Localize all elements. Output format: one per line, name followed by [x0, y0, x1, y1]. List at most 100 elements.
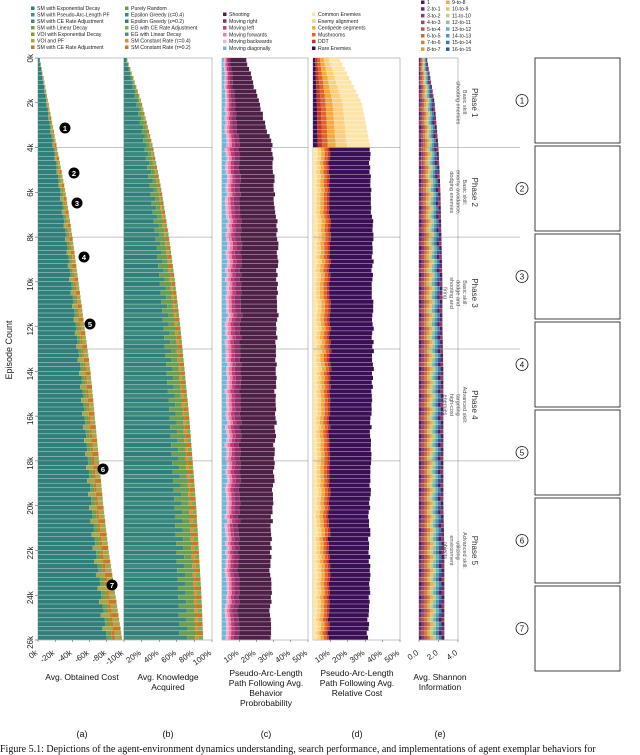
bar-segment-e [435, 537, 439, 542]
bar-segment-d [313, 237, 318, 242]
bar-segment-c [239, 577, 272, 582]
bar-segment-e [432, 313, 435, 318]
legend-d-swatch [312, 39, 316, 44]
bar-segment-a [44, 89, 46, 94]
bar-segment-e [429, 487, 433, 492]
bar-segment-e [432, 156, 435, 161]
bar-segment-e [419, 635, 422, 640]
bar-segment-e [424, 268, 427, 273]
bar-segment-e [435, 474, 438, 479]
bar-segment-c [222, 317, 227, 322]
bar-segment-d [327, 174, 330, 179]
bar-segment-e [438, 595, 442, 600]
bar-segment-d [328, 340, 331, 345]
bar-segment-d [322, 143, 328, 148]
bar-segment-c [234, 250, 241, 255]
bar-segment-c [234, 581, 240, 586]
bar-segment-a [97, 505, 104, 510]
bar-segment-c [222, 514, 225, 519]
bar-segment-b [170, 434, 186, 439]
bar-segment-e [430, 160, 433, 166]
bar-segment-e [419, 416, 422, 421]
bar-segment-b [124, 201, 152, 206]
bar-segment-e [435, 577, 439, 582]
bar-segment-a [63, 201, 65, 206]
bar-segment-e [440, 429, 444, 434]
bar-segment-c [230, 331, 235, 336]
bar-segment-e [427, 451, 430, 457]
bar-segment-d [321, 326, 326, 331]
bar-segment-a [58, 174, 60, 179]
bar-segment-c [229, 272, 233, 278]
bar-segment-c [231, 66, 250, 72]
bar-segment-c [228, 635, 231, 640]
bar-segment-e [424, 456, 428, 461]
bar-segment-a [105, 568, 112, 573]
bar-segment-d [330, 246, 373, 251]
bar-segment-d [313, 537, 316, 542]
bar-segment-c [225, 357, 229, 363]
bar-segment-c [234, 456, 240, 461]
bar-segment-d [317, 58, 321, 63]
bar-segment-e [432, 349, 435, 354]
bar-segment-e [429, 447, 433, 452]
bar-segment-c [225, 456, 229, 461]
bar-segment-c [222, 98, 226, 103]
bar-segment-d [326, 178, 330, 183]
bar-segment-c [239, 169, 273, 175]
bar-segment-e [430, 84, 432, 89]
bar-segment-d [331, 326, 374, 331]
bar-segment-a [93, 474, 96, 479]
bar-segment-e [421, 402, 425, 407]
bar-segment-b [166, 246, 171, 251]
bar-segment-d [317, 116, 322, 121]
bar-segment-d [327, 478, 330, 483]
bar-segment-c [227, 62, 231, 67]
bar-segment-e [430, 613, 434, 618]
bar-segment-e [440, 483, 444, 488]
bar-segment-e [429, 393, 433, 398]
bar-segment-a [38, 532, 92, 537]
bar-segment-e [423, 232, 427, 237]
bar-segment-b [186, 451, 193, 457]
bar-segment-b [124, 317, 163, 322]
bar-segment-c [233, 196, 240, 201]
bar-segment-d [321, 174, 325, 179]
bar-segment-c [230, 420, 233, 425]
bar-segment-d [324, 250, 328, 255]
bar-segment-b [124, 102, 137, 107]
bar-segment-c [227, 125, 230, 130]
panel-a: 0k -20k -40k -60k -80k-100k [27, 57, 126, 667]
bar-segment-e [437, 434, 441, 439]
figure-caption: Figure 5.1: Depictions of the agent-envi… [0, 744, 596, 755]
bar-segment-c [222, 528, 226, 533]
bar-segment-c [230, 165, 234, 170]
bar-segment-d [330, 563, 371, 569]
bar-segment-d [324, 165, 328, 170]
bar-segment-e [420, 107, 423, 112]
bar-segment-e [421, 447, 425, 452]
bar-segment-e [420, 102, 423, 107]
bar-segment-c [237, 608, 270, 613]
bar-segment-c [227, 313, 231, 318]
bar-segment-c [232, 420, 237, 425]
bar-segment-c [232, 174, 236, 179]
bar-segment-b [159, 196, 161, 201]
bar-segment-d [330, 152, 371, 157]
bar-segment-a [101, 590, 106, 595]
bar-segment-e [423, 192, 427, 197]
bar-segment-e [423, 80, 425, 85]
bar-segment-d [347, 143, 370, 148]
bar-segment-e [436, 228, 439, 233]
bar-segment-b [193, 537, 199, 542]
bar-segment-e [435, 613, 439, 618]
bar-segment-d [318, 366, 323, 372]
bar-segment-b [124, 492, 182, 497]
bar-segment-d [330, 572, 371, 577]
bar-segment-e [438, 626, 442, 631]
bar-segment-a [94, 496, 98, 501]
bar-segment-e [427, 160, 431, 166]
bar-segment-e [433, 635, 436, 640]
bar-segment-e [437, 295, 440, 300]
bar-segment-d [324, 322, 328, 327]
